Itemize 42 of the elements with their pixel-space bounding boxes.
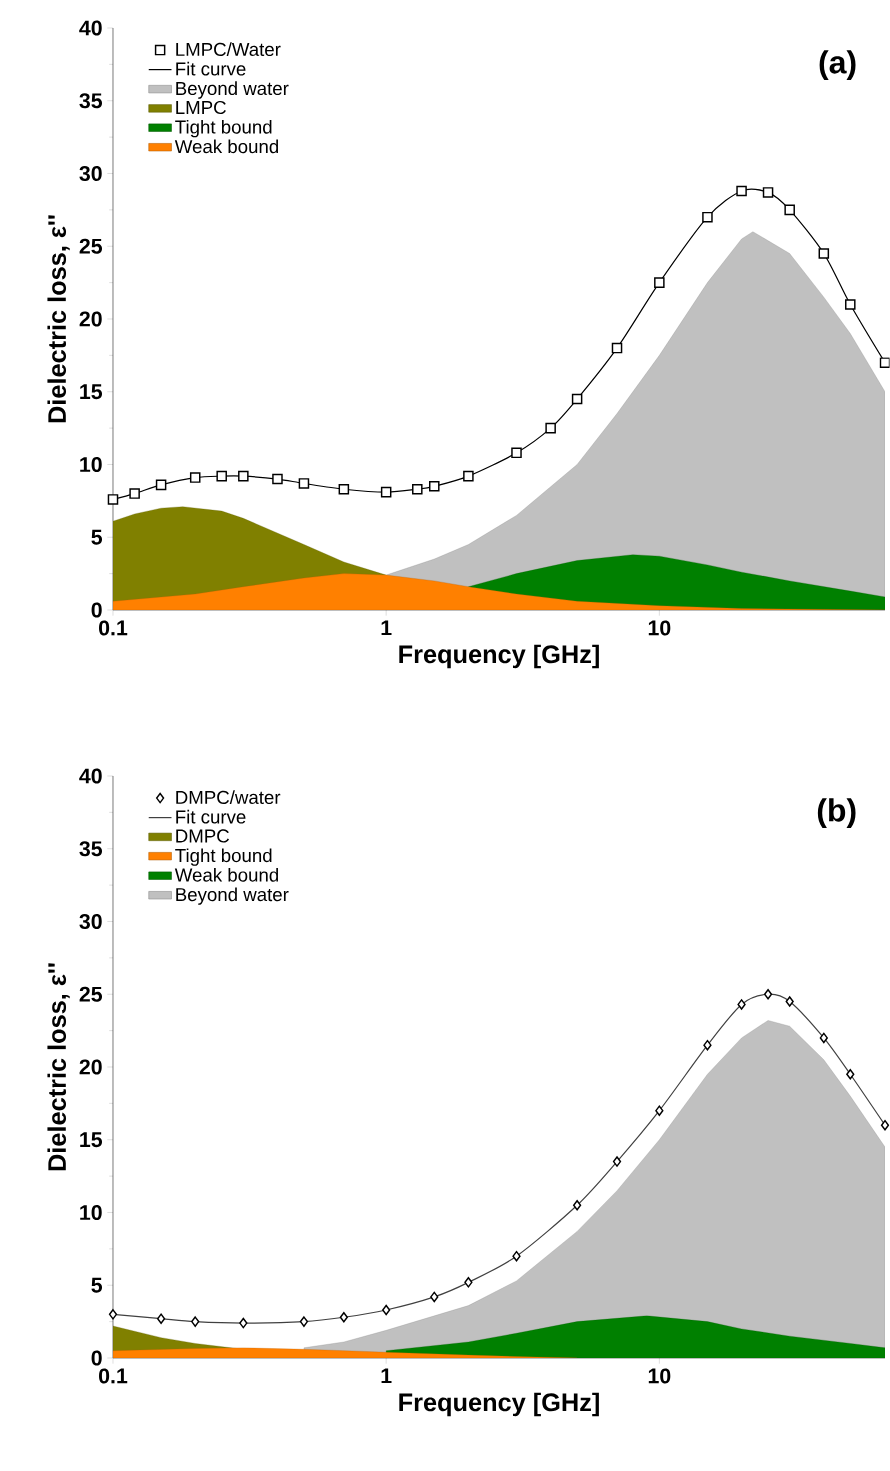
legend-label: Weak bound [175,139,279,154]
y-tick-label: 30 [79,913,102,930]
y-tick-label: 15 [80,384,103,400]
y-tick-label: 40 [79,768,102,784]
x-axis-title: Frequency [GHz] [399,1392,600,1417]
y-tick-label: 30 [79,165,102,182]
y-tick-label: 15 [80,1132,103,1148]
y-tick-label: 0 [91,1350,102,1366]
legend-label: Beyond water [176,81,289,99]
x-axis-title: Frequency [GHz] [399,644,600,669]
y-tick-label: 10 [80,456,102,473]
y-tick-label: 25 [79,238,103,254]
y-tick-label: 25 [79,986,103,1002]
x-tick-label: 0.1 [99,1368,128,1384]
x-tick-label: 10 [649,620,671,636]
y-axis-title: Dielectric loss, ε'' [47,215,70,423]
y-tick-label: 5 [91,1277,103,1293]
y-tick-label: 5 [91,529,103,545]
legend-label: Beyond water [176,887,289,905]
y-tick-label: 0 [91,602,102,618]
x-tick-label: 1 [381,620,392,636]
legend-label: Tight bound [175,119,272,138]
y-tick-label: 20 [79,311,102,327]
x-tick-label: 10 [649,1368,671,1384]
legend-label: DMPC/water [176,790,281,805]
legend-label: Tight bound [175,848,272,866]
legend-label: Fit curve [176,809,246,824]
legend-label: Weak bound [175,867,279,882]
x-tick-label: 1 [381,1368,392,1384]
annotation: (a) [819,50,856,80]
y-axis-title: Dielectric loss, ε'' [47,963,70,1171]
x-tick-label: 0.1 [99,620,128,636]
y-tick-label: 35 [79,841,103,857]
legend-label: LMPC/Water [176,42,281,57]
legend-label: DMPC [176,829,230,843]
y-tick-label: 20 [79,1059,102,1075]
legend-label: Fit curve [176,61,246,76]
legend-label: LMPC [176,100,227,115]
annotation: (b) [818,798,856,828]
y-tick-label: 10 [80,1204,102,1221]
y-tick-label: 35 [79,93,103,109]
y-tick-label: 40 [79,20,102,36]
